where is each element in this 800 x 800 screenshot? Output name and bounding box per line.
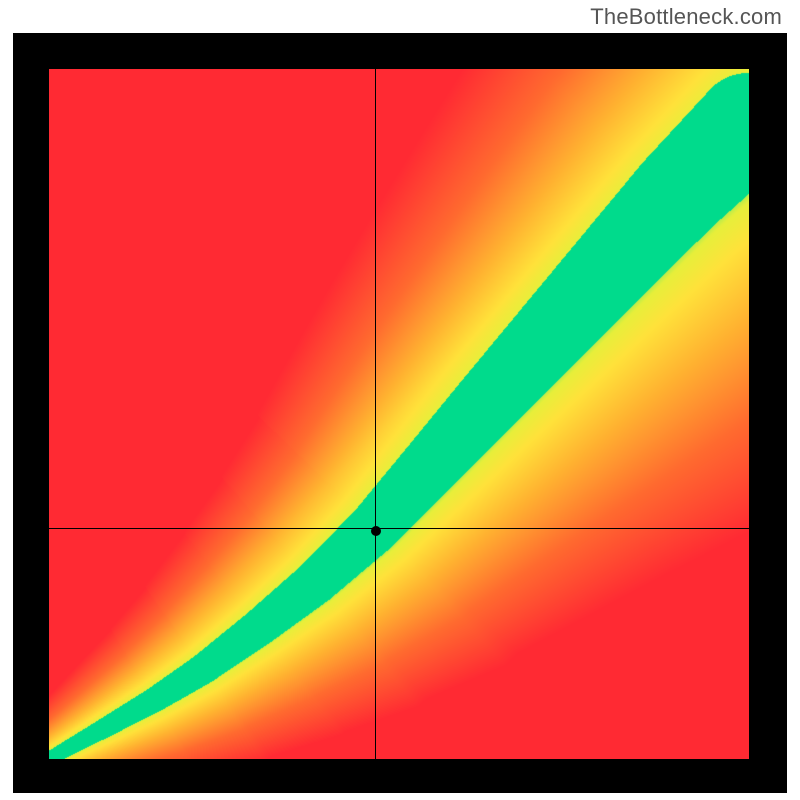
chart-frame (13, 33, 787, 793)
crosshair-vertical (375, 69, 376, 759)
chart-container: TheBottleneck.com (0, 0, 800, 800)
crosshair-horizontal (49, 528, 749, 529)
heatmap-canvas (49, 69, 749, 759)
watermark-text: TheBottleneck.com (590, 4, 782, 30)
plot-area (49, 69, 749, 759)
marker-dot (371, 526, 381, 536)
